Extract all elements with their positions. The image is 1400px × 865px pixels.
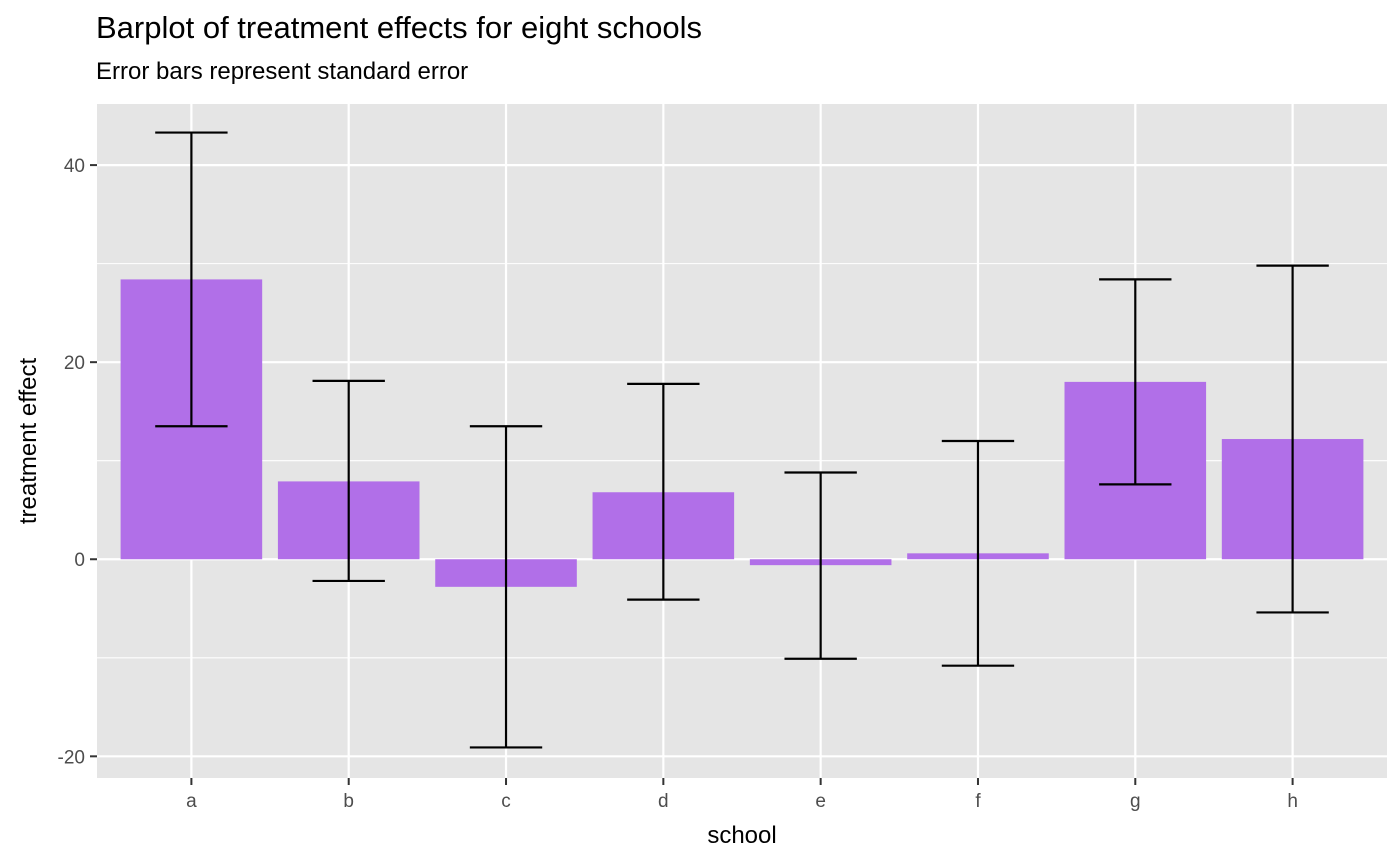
errorbar-h (1256, 264, 1329, 614)
x-axis-title: school (707, 822, 776, 849)
errorbar-a (155, 131, 228, 428)
x-tick-label: g (1130, 791, 1141, 812)
errorbar-g (1099, 278, 1172, 486)
y-tick-label: 0 (74, 550, 85, 571)
errorbar-f (941, 439, 1015, 667)
x-tick-label: a (186, 791, 197, 812)
errorbar-c (469, 425, 543, 749)
chart-title: Barplot of treatment effects for eight s… (96, 10, 702, 45)
x-tick-label: e (815, 791, 826, 812)
x-axis-ticks: a b c d e f g h (186, 778, 1298, 812)
errorbar-b (312, 379, 385, 583)
x-tick-label: f (975, 791, 981, 812)
x-tick-label: b (343, 791, 354, 812)
x-tick-label: d (658, 791, 669, 812)
y-axis-ticks: -20 0 20 40 (58, 156, 97, 768)
y-tick-label: 40 (64, 156, 85, 177)
y-tick-label: 20 (64, 353, 85, 374)
y-tick-label: -20 (58, 747, 85, 768)
error-bars (155, 131, 1329, 749)
chart-subtitle: Error bars represent standard error (96, 58, 469, 85)
y-axis-title: treatment effect (15, 358, 42, 525)
errorbar-e (784, 471, 857, 660)
errorbar-d (627, 382, 700, 601)
x-tick-label: c (501, 791, 511, 812)
x-tick-label: h (1287, 791, 1298, 812)
